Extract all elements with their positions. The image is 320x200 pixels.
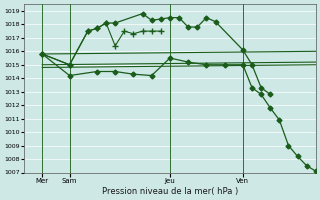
X-axis label: Pression niveau de la mer( hPa ): Pression niveau de la mer( hPa ) [102, 187, 238, 196]
